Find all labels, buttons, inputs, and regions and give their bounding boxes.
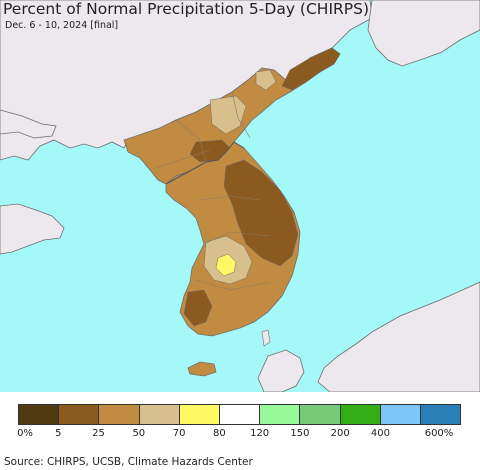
legend-swatch-70-80 <box>179 405 220 424</box>
region-nk-pale-1 <box>209 95 247 135</box>
region-sk-yellow <box>215 253 237 277</box>
legend-tick-label: 70 <box>172 428 186 439</box>
land-liaodong <box>0 109 57 139</box>
legend-swatch-200-400 <box>340 405 381 424</box>
legend-tick-label: 80 <box>212 428 226 439</box>
province-lines <box>149 91 271 291</box>
legend-swatch-25-50 <box>99 405 140 424</box>
legend-swatch-120-150 <box>260 405 301 424</box>
legend-tick-label: 5 <box>55 428 62 439</box>
region-nk-northeast <box>281 47 341 91</box>
legend-tick-label: 400 <box>370 428 390 439</box>
legend-tick-label: 120 <box>250 428 270 439</box>
legend-swatch-5-25 <box>59 405 100 424</box>
legend-swatch-80-120 <box>219 405 261 424</box>
legend-swatch-0-5 <box>19 405 60 424</box>
date-subtitle: Dec. 6 - 10, 2024 [final] <box>5 20 119 31</box>
source-credit: Source: CHIRPS, UCSB, Climate Hazards Ce… <box>4 456 253 468</box>
legend-tick-label: 150 <box>290 428 310 439</box>
legend-color-bar <box>18 404 461 425</box>
page-title: Percent of Normal Precipitation 5-Day (C… <box>3 0 370 18</box>
map-canvas <box>0 0 480 392</box>
region-sk-east-dark <box>223 159 299 267</box>
legend-swatch-150-200 <box>300 405 341 424</box>
land-japan-kyushu <box>257 349 305 392</box>
legend-labels: 0% 5 25 50 70 80 120 150 200 400 600% <box>0 428 480 442</box>
legend-tick-label: 600% <box>424 428 454 439</box>
legend-swatch-50-70 <box>139 405 180 424</box>
legend-swatch-400-600 <box>380 405 421 424</box>
legend-tick-label: 25 <box>92 428 105 439</box>
region-nk-pale-2 <box>255 69 277 91</box>
region-sk-southwest <box>183 289 213 327</box>
legend-tick-label: 50 <box>132 428 146 439</box>
legend-tick-label: 200 <box>330 428 350 439</box>
legend-swatch-600+ <box>420 405 461 424</box>
region-jeju <box>187 361 217 377</box>
dmz-border <box>165 141 245 185</box>
legend-tick-label: 0% <box>17 428 33 439</box>
precipitation-map: Percent of Normal Precipitation 5-Day (C… <box>0 0 480 392</box>
land-tsushima <box>261 329 271 347</box>
land-russia-east <box>367 0 480 67</box>
land-shandong <box>0 203 65 255</box>
land-japan-honshu <box>317 281 480 392</box>
